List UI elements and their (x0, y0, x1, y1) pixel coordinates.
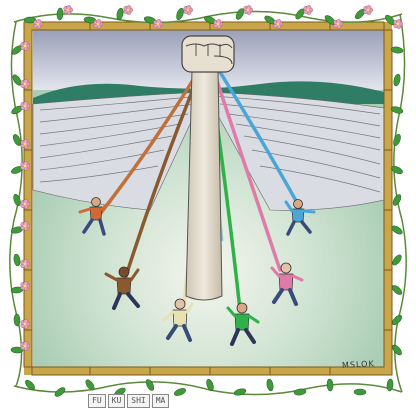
leaf-icon (391, 166, 403, 174)
flower-icon (20, 101, 30, 111)
ribbon-brown (124, 70, 202, 278)
flower-icon (93, 19, 104, 29)
leaf-icon (390, 46, 404, 54)
leaf-icon (13, 253, 21, 267)
leaf-icon (293, 388, 307, 396)
leaf-icon (386, 378, 394, 392)
leaf-icon (326, 378, 334, 392)
artist-signature: MSLOK (341, 359, 375, 370)
leaf-icon (392, 344, 402, 356)
leaf-icon (392, 315, 402, 325)
ribbon-pink (212, 70, 282, 272)
dancer-brown (104, 266, 140, 310)
leaf-icon (25, 379, 35, 391)
dancer-orange (78, 197, 112, 236)
leaf-icon (393, 73, 401, 87)
leaf-icon (145, 379, 155, 391)
leaf-icon (12, 134, 22, 146)
flower-icon (303, 5, 313, 15)
flower-icon (123, 5, 134, 15)
leaf-icon (235, 8, 245, 20)
flower-icon (20, 139, 30, 149)
flower-icon (243, 5, 254, 15)
flower-icon (153, 19, 164, 29)
ribbon-blue (218, 70, 302, 210)
leaf-icon (295, 8, 305, 20)
leaf-icon (176, 8, 184, 20)
leaf-icon (12, 74, 22, 86)
flower-icon (20, 319, 30, 329)
leaf-icon (23, 16, 37, 24)
flower-icon (33, 19, 43, 29)
leaf-icon (392, 194, 402, 206)
dancer-cream (162, 298, 194, 342)
flower-icon (20, 41, 30, 51)
caption-tile: FU (88, 394, 106, 408)
flower-icon (363, 5, 373, 15)
leaf-icon (353, 388, 367, 396)
maypole (181, 35, 235, 301)
bamboo-frame (23, 21, 393, 376)
flower-icon (20, 341, 30, 351)
leaf-icon (10, 346, 24, 354)
leaf-icon (54, 387, 66, 397)
flower-icons (20, 5, 403, 351)
flower-icon (20, 161, 30, 171)
leaf-icon (13, 313, 21, 327)
flower-icon (273, 19, 283, 29)
leaf-icon (13, 193, 21, 207)
ribbon-orange (98, 70, 200, 216)
dancer-green (226, 302, 260, 346)
leaf-icon (56, 7, 64, 21)
dancers (78, 197, 316, 346)
leaf-icon (392, 254, 402, 266)
fist-icon (181, 35, 235, 73)
leaf-icon (390, 106, 404, 114)
leaf-icon (206, 378, 214, 392)
caption-tile: MA (151, 394, 170, 408)
leaf-icon (233, 388, 247, 396)
leaf-icon (391, 225, 403, 235)
flower-icon (20, 79, 30, 89)
flower-icon (333, 19, 343, 29)
flower-icon (20, 259, 30, 269)
dancer-pink (270, 262, 304, 306)
flower-icon (63, 5, 74, 15)
caption-tile: SHI (127, 394, 150, 408)
flower-icon (213, 19, 224, 29)
flower-icon (393, 19, 403, 29)
dancer-blue (284, 199, 316, 236)
leaf-icon (174, 388, 186, 396)
flower-icon (20, 221, 30, 231)
flower-icon (20, 281, 30, 291)
leaf-icon (266, 378, 274, 392)
flower-icon (183, 5, 194, 15)
caption-tile: KU (107, 394, 126, 408)
caption-tiles: FU KU SHI MA (88, 394, 170, 408)
leaf-icon (85, 379, 95, 391)
leaf-icon (391, 285, 403, 295)
flower-icon (20, 199, 30, 209)
leaf-icon (116, 7, 124, 21)
leaf-icon (393, 134, 401, 146)
